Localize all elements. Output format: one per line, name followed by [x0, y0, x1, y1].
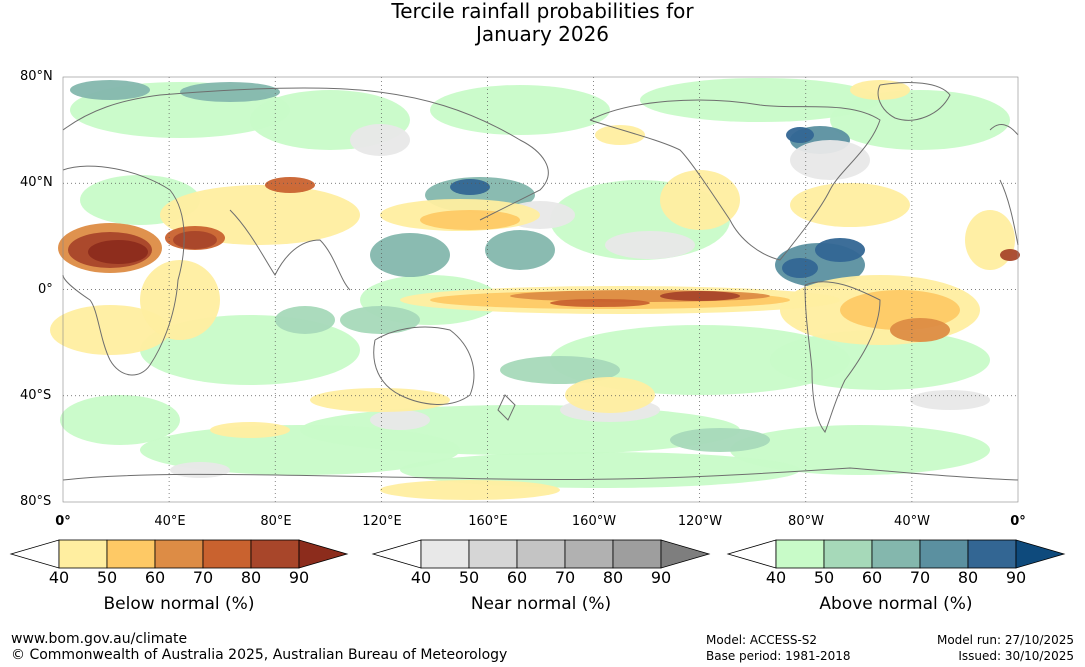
lon-label-120w: 120°W — [677, 514, 723, 529]
near-tick-90: 90 — [650, 568, 672, 587]
below-normal-title: Below normal (%) — [103, 594, 255, 614]
lon-label-80w: 80°W — [788, 514, 824, 529]
lon-label-120e: 120°E — [362, 514, 402, 529]
lat-label-40s: 40°S — [20, 388, 52, 403]
above-tick-50: 50 — [813, 568, 835, 587]
above-normal-colorbar — [726, 539, 1066, 569]
coastline-outline — [62, 81, 1019, 481]
above-tick-40: 40 — [765, 568, 787, 587]
lon-label-0-west: 0° — [55, 514, 71, 529]
title-line-1: Tercile rainfall probabilities for — [391, 0, 694, 23]
lat-label-80s: 80°S — [20, 494, 52, 509]
near-normal-title: Near normal (%) — [470, 594, 612, 614]
footer-url: www.bom.gov.au/climate — [11, 631, 188, 647]
graticule — [63, 77, 1018, 502]
below-tick-40: 40 — [48, 568, 70, 587]
map-title: Tercile rainfall probabilities for Janua… — [0, 0, 1085, 46]
near-tick-70: 70 — [554, 568, 576, 587]
below-tick-90: 90 — [288, 568, 310, 587]
near-tick-60: 60 — [506, 568, 528, 587]
lon-label-160e: 160°E — [468, 514, 508, 529]
above-tick-70: 70 — [909, 568, 931, 587]
lon-label-40w: 40°W — [894, 514, 930, 529]
below-tick-50: 50 — [96, 568, 118, 587]
near-tick-80: 80 — [602, 568, 624, 587]
lat-label-80n: 80°N — [20, 69, 53, 84]
title-line-2: January 2026 — [475, 22, 610, 46]
above-tick-60: 60 — [861, 568, 883, 587]
footer-model: Model: ACCESS-S2 — [706, 633, 818, 647]
above-tick-90: 90 — [1005, 568, 1027, 587]
lat-label-40n: 40°N — [20, 175, 53, 190]
lon-label-40e: 40°E — [154, 514, 186, 529]
below-tick-70: 70 — [192, 568, 214, 587]
near-tick-50: 50 — [458, 568, 480, 587]
near-tick-40: 40 — [410, 568, 432, 587]
lon-label-160w: 160°W — [571, 514, 617, 529]
footer-issued: Issued: 30/10/2025 — [958, 649, 1074, 663]
footer-base-period: Base period: 1981-2018 — [706, 649, 851, 663]
above-normal-title: Above normal (%) — [819, 594, 973, 614]
below-tick-80: 80 — [240, 568, 262, 587]
above-tick-80: 80 — [957, 568, 979, 587]
lon-label-80e: 80°E — [260, 514, 292, 529]
footer-copyright: © Commonwealth of Australia 2025, Austra… — [11, 647, 508, 663]
near-normal-colorbar — [371, 539, 711, 569]
lon-label-0-east: 0° — [1010, 514, 1026, 529]
lat-label-equator: 0° — [38, 282, 53, 297]
map-frame — [62, 76, 1019, 503]
footer-model-run: Model run: 27/10/2025 — [936, 633, 1074, 647]
below-tick-60: 60 — [144, 568, 166, 587]
below-normal-colorbar — [9, 539, 349, 569]
